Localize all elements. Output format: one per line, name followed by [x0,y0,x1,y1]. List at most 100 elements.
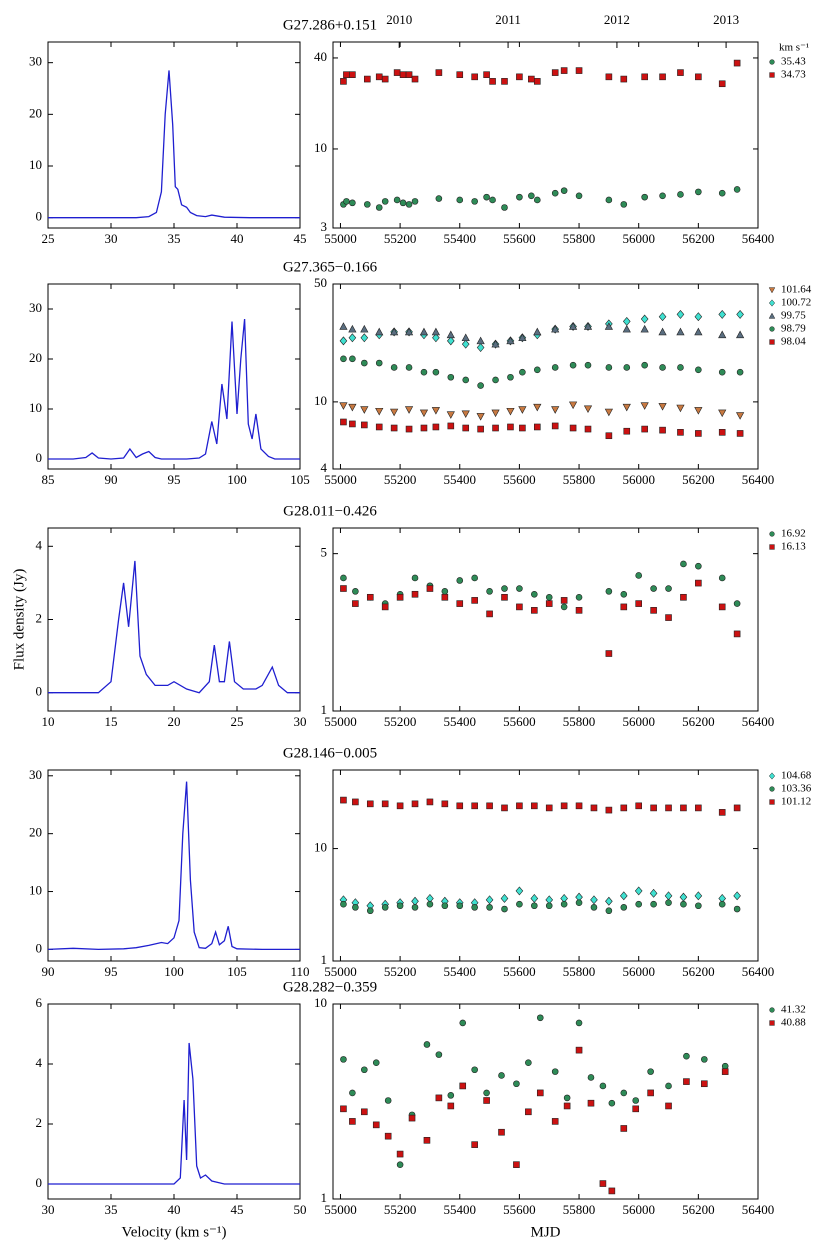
marker [695,366,702,374]
marker [536,1014,544,1022]
marker [343,71,350,78]
marker [501,78,508,85]
marker [366,907,374,915]
marker [506,336,515,345]
marker [533,327,542,336]
marker [551,1118,559,1125]
marker [545,600,553,607]
x-tick-label: 55000 [324,964,357,979]
marker [498,1128,505,1136]
marker [411,75,419,83]
marker [583,322,593,330]
x-tick-label: 55600 [503,1202,536,1217]
legend-marker [769,326,775,332]
marker [560,597,568,604]
marker [375,359,383,367]
marker [676,327,685,336]
marker [399,199,407,207]
marker [420,424,428,432]
marker [622,403,631,412]
marker [501,204,508,211]
x-tick-label: 90 [42,964,55,979]
x-tick-label: 56000 [622,964,655,979]
legend-label: 98.04 [781,336,806,348]
y-tick-label: 10 [314,840,327,855]
x-tick-label: 55800 [563,714,596,729]
marker [456,600,464,607]
y-tick-label: 30 [29,54,42,69]
x-tick-label: 55400 [444,964,477,979]
marker [471,1141,478,1148]
marker [339,322,348,330]
marker [404,406,414,414]
legend-marker [768,287,776,294]
marker [348,403,357,412]
marker [590,895,598,905]
marker [390,424,398,432]
marker [506,407,515,416]
y-tick-label: 10 [29,883,42,898]
marker [533,403,542,412]
marker [491,339,500,348]
marker [340,355,347,363]
marker [340,1105,347,1113]
marker [360,333,369,343]
marker [640,314,649,324]
marker [340,1056,347,1063]
marker [352,588,359,595]
marker [641,73,648,81]
legend-label: 16.13 [781,541,806,553]
marker [339,336,348,346]
marker [456,196,464,204]
marker [694,327,703,336]
marker [528,192,535,200]
marker [471,574,478,582]
marker [658,403,667,411]
marker [390,327,399,336]
marker [736,309,744,319]
marker [605,588,613,595]
legend-label: 101.12 [781,796,811,808]
spectrum-line [48,1042,300,1185]
marker [361,1108,368,1116]
marker [718,330,727,339]
marker [352,904,359,911]
marker [605,896,613,906]
marker [551,189,559,197]
marker [340,796,347,804]
marker [447,1092,455,1099]
marker [560,603,568,611]
spectrum-line [48,70,300,219]
legend-marker [769,1007,775,1013]
marker [361,359,368,367]
marker [528,75,535,83]
marker [664,891,673,901]
y-tick-label: 0 [36,1175,43,1190]
marker [404,327,414,336]
marker [339,402,348,410]
marker [381,800,389,808]
marker [736,430,744,437]
marker [587,1074,595,1081]
marker [405,425,413,433]
marker [733,186,741,193]
x-tick-label: 56400 [742,714,775,729]
y-tick-label: 5 [321,545,328,560]
marker [519,424,526,432]
x-tick-label: 55800 [563,231,596,246]
marker [551,324,560,333]
marker [384,1097,392,1104]
marker [608,1099,616,1107]
marker [680,804,687,812]
y-tick-label: 10 [314,140,327,155]
marker [459,1082,467,1090]
x-tick-label: 90 [105,472,118,487]
marker [647,1068,654,1075]
y-tick-label: 30 [29,767,42,782]
marker [349,1089,356,1097]
marker [620,1125,628,1132]
marker [676,309,685,319]
y-tick-label: 2 [36,610,43,625]
marker [431,407,441,415]
marker [659,364,666,371]
